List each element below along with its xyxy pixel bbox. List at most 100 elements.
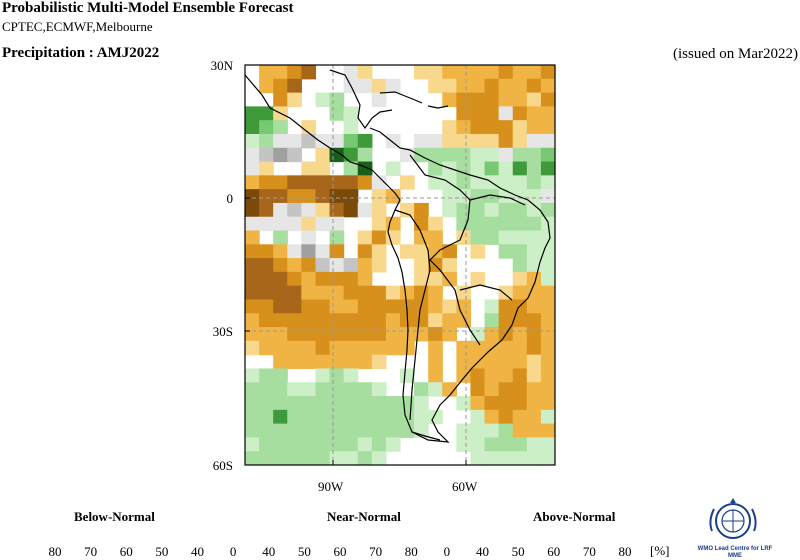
map-cell bbox=[287, 340, 302, 356]
map-cell bbox=[456, 202, 472, 218]
map-cell bbox=[245, 271, 260, 287]
map-cell bbox=[315, 258, 331, 273]
map-cell bbox=[484, 133, 500, 149]
map-cell bbox=[456, 65, 472, 80]
map-cell bbox=[343, 423, 359, 439]
map-cell bbox=[385, 216, 401, 232]
map-cell bbox=[343, 409, 359, 425]
map-cell bbox=[414, 285, 429, 301]
map-cell bbox=[385, 133, 401, 149]
map-cell bbox=[259, 409, 274, 425]
map-cell bbox=[484, 382, 500, 397]
map-cell bbox=[343, 285, 359, 301]
map-cell bbox=[512, 106, 528, 121]
map-cell bbox=[512, 78, 528, 94]
map-cell bbox=[428, 147, 443, 163]
map-cell bbox=[428, 244, 443, 259]
map-cell bbox=[526, 437, 542, 452]
map-cell bbox=[301, 396, 317, 411]
map-cell bbox=[456, 437, 472, 452]
map-cell bbox=[245, 216, 260, 232]
map-cell bbox=[526, 327, 542, 342]
map-cell bbox=[343, 340, 359, 356]
map-cell bbox=[343, 161, 359, 176]
map-cell bbox=[456, 106, 472, 121]
lon-label-90w: 90W bbox=[318, 479, 344, 494]
colorbar-tick-label: 80 bbox=[48, 544, 62, 559]
map-cell bbox=[540, 202, 555, 218]
map-cell bbox=[287, 437, 302, 452]
map-cell bbox=[498, 65, 514, 80]
issued-date: (issued on Mar2022) bbox=[673, 46, 798, 62]
map-cell bbox=[442, 313, 457, 328]
map-cell bbox=[428, 327, 443, 342]
map-cell bbox=[540, 92, 555, 107]
colorbar-tick-label: 80 bbox=[404, 544, 418, 559]
map-cell bbox=[329, 230, 345, 245]
map-cell bbox=[357, 202, 373, 218]
map-cell bbox=[343, 189, 359, 204]
map-cell bbox=[540, 65, 555, 80]
map-cell bbox=[414, 147, 429, 163]
map-cell bbox=[357, 271, 373, 287]
map-cell bbox=[273, 423, 288, 439]
map-cell bbox=[287, 258, 302, 273]
map-cell bbox=[287, 299, 302, 314]
map-cell bbox=[442, 92, 457, 107]
map-cell bbox=[357, 313, 373, 328]
map-cell bbox=[428, 65, 443, 80]
map-cell bbox=[273, 354, 288, 370]
map-cell bbox=[315, 285, 331, 301]
map-cell bbox=[428, 409, 443, 425]
map-cell bbox=[329, 189, 345, 204]
map-cell bbox=[329, 92, 345, 107]
map-cell bbox=[273, 78, 288, 94]
map-cell bbox=[343, 106, 359, 121]
map-cell bbox=[498, 244, 514, 259]
map-cell bbox=[357, 299, 373, 314]
map-cell bbox=[301, 258, 317, 273]
map-cell bbox=[343, 354, 359, 370]
map-cell bbox=[287, 175, 302, 190]
map-cell bbox=[414, 409, 429, 425]
map-cell bbox=[259, 120, 274, 135]
map-cell bbox=[357, 285, 373, 301]
map-cell bbox=[484, 65, 500, 80]
map-cell bbox=[484, 368, 500, 383]
map-cell bbox=[329, 409, 345, 425]
map-cell bbox=[329, 258, 345, 273]
map-cell bbox=[442, 133, 457, 149]
map-cell bbox=[512, 313, 528, 328]
colorbar-tick-label: 50 bbox=[155, 544, 169, 559]
map-cell bbox=[442, 78, 457, 94]
map-cells bbox=[245, 65, 555, 465]
coastlines bbox=[245, 69, 551, 443]
map-cell bbox=[456, 161, 472, 176]
map-cell bbox=[442, 202, 457, 218]
map-cell bbox=[470, 437, 486, 452]
map-cell bbox=[259, 271, 274, 287]
map-cell bbox=[540, 106, 555, 121]
map-cell bbox=[245, 175, 260, 190]
map-cell bbox=[287, 147, 302, 163]
map-cell bbox=[498, 175, 514, 190]
map-cell bbox=[442, 382, 457, 397]
map-cell bbox=[357, 354, 373, 370]
map-cell bbox=[329, 299, 345, 314]
map-cell bbox=[498, 299, 514, 314]
map-cell bbox=[498, 202, 514, 218]
map-cell bbox=[428, 271, 443, 287]
map-cell bbox=[245, 120, 260, 135]
map-cell bbox=[273, 175, 288, 190]
map-cell bbox=[245, 258, 260, 273]
map-cell bbox=[526, 92, 542, 107]
map-cell bbox=[315, 396, 331, 411]
map-cell bbox=[287, 244, 302, 259]
map-cell bbox=[301, 271, 317, 287]
map-cell bbox=[456, 313, 472, 328]
map-cell bbox=[273, 147, 288, 163]
map-cell bbox=[315, 244, 331, 259]
map-cell bbox=[357, 423, 373, 439]
logo-caption: WMO Lead Centre for LRF MME bbox=[697, 546, 773, 559]
map-cell bbox=[484, 313, 500, 328]
